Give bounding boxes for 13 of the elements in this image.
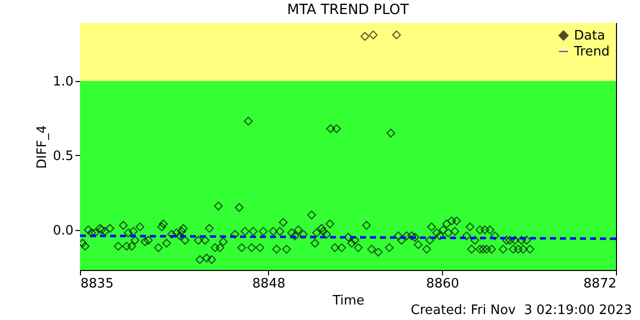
chart-title: MTA TREND PLOT: [287, 2, 410, 18]
x-tick-label: 8872: [583, 276, 616, 292]
legend-label: Trend: [573, 44, 610, 60]
y-tick-label: 0.5: [52, 148, 74, 164]
x-tick-label: 8848: [252, 276, 286, 292]
y-tick-label: 1.0: [52, 74, 74, 90]
x-tick-label: 8860: [426, 276, 460, 292]
y-axis-title: DIFF_4: [34, 125, 50, 169]
x-tick-label: 8835: [80, 276, 114, 292]
y-tick-label: 0.0: [52, 223, 74, 238]
legend-label: Data: [574, 28, 606, 44]
text: Created: Fri Nov 3 02:19:00 2023: [410, 303, 632, 318]
x-axis-title: Time: [332, 294, 364, 308]
